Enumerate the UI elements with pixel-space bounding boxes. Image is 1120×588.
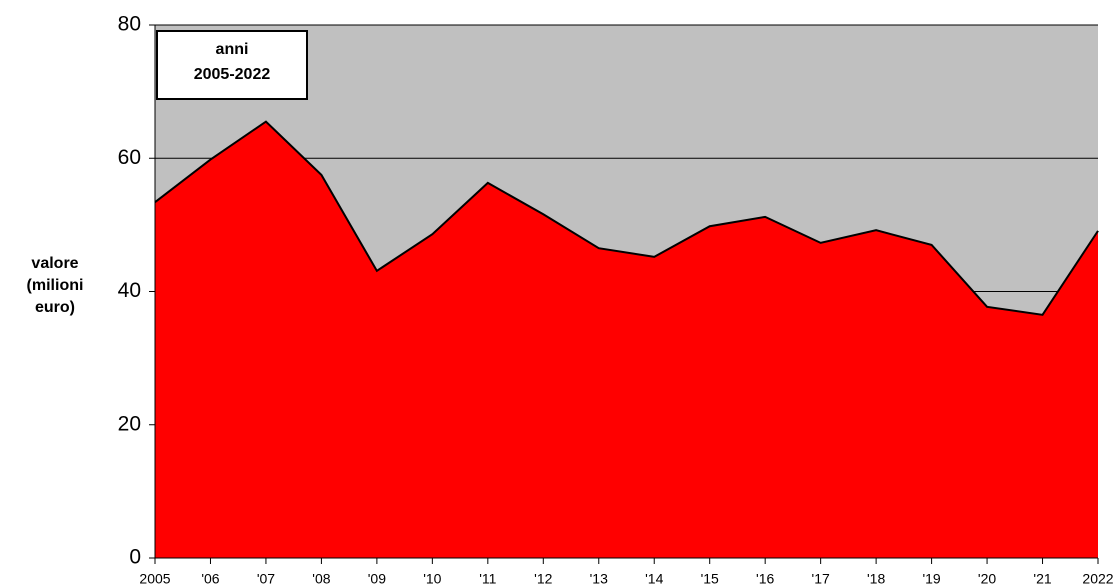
annotation-box (156, 30, 308, 100)
x-tick-label: '14 (645, 571, 663, 587)
x-tick-label: '16 (756, 571, 774, 587)
x-tick-label: '17 (812, 571, 830, 587)
x-tick-label: 2022 (1082, 571, 1113, 587)
y-axis-label: euro) (35, 299, 75, 316)
y-axis-label: (milioni (27, 277, 84, 294)
x-tick-label: '12 (534, 571, 552, 587)
x-tick-label: '10 (423, 571, 441, 587)
y-axis-label: valore (31, 255, 78, 272)
y-tick-label: 40 (118, 279, 141, 302)
y-tick-label: 60 (118, 146, 141, 169)
x-tick-label: '21 (1033, 571, 1051, 587)
x-tick-label: '15 (701, 571, 719, 587)
area (155, 121, 1098, 558)
area-outline (154, 120, 1099, 316)
y-tick-label: 80 (118, 13, 141, 36)
x-tick-label: '06 (201, 571, 219, 587)
x-tick-label: '11 (479, 571, 496, 587)
annotation: anni (216, 41, 249, 58)
x-tick-label: '07 (257, 571, 275, 587)
x-tick-label: '08 (312, 571, 330, 587)
x-tick-label: '13 (590, 571, 608, 587)
y-tick-label: 20 (118, 412, 141, 435)
annotation: 2005-2022 (194, 66, 271, 83)
x-tick-label: '09 (368, 571, 386, 587)
x-tick-label: 2005 (139, 571, 170, 587)
x-tick-label: '20 (978, 571, 996, 587)
x-tick-label: '18 (867, 571, 885, 587)
x-tick-label: '19 (922, 571, 940, 587)
y-tick-label: 0 (129, 546, 141, 569)
